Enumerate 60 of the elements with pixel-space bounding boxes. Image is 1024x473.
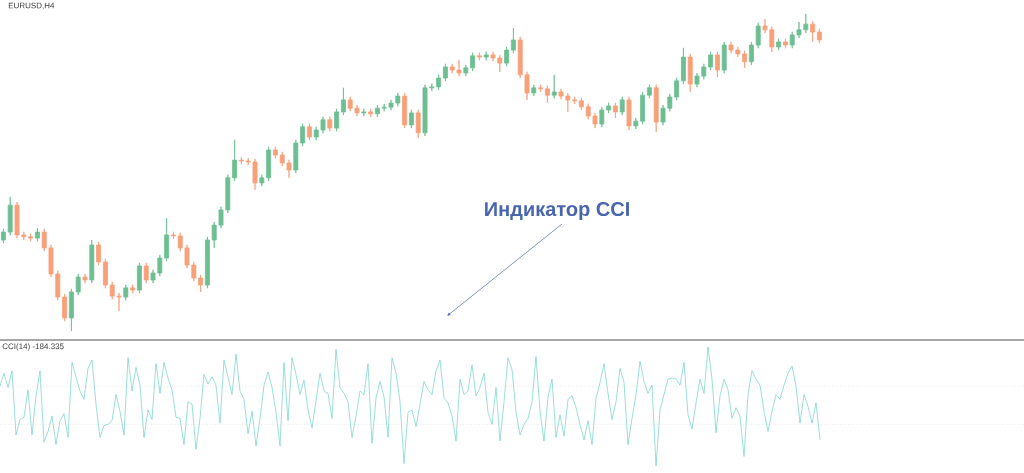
candlestick <box>619 96 625 116</box>
candlestick <box>0 228 6 244</box>
chart-title: CCI(14) -184.335 <box>2 343 64 351</box>
candlestick <box>368 108 374 118</box>
candlestick <box>653 84 659 133</box>
candlestick <box>334 108 340 132</box>
candlestick <box>238 156 244 165</box>
candlestick <box>266 146 272 182</box>
candlestick <box>136 262 142 294</box>
candlestick <box>470 52 476 72</box>
candlestick <box>442 63 448 82</box>
candlestick <box>463 64 469 77</box>
candlestick <box>96 241 102 266</box>
candlestick <box>327 116 333 132</box>
candlestick <box>714 51 720 78</box>
candlestick <box>782 38 788 49</box>
candlestick <box>483 51 489 61</box>
candlestick <box>680 47 686 85</box>
candlestick <box>551 74 557 99</box>
candlestick <box>361 108 367 117</box>
candlestick <box>374 104 380 118</box>
annotation: Индикатор CCI <box>485 201 629 221</box>
candlestick <box>776 38 782 51</box>
candlestick <box>75 273 81 296</box>
candlestick <box>402 92 408 129</box>
candlestick <box>408 109 414 129</box>
candlestick <box>816 28 822 44</box>
candlestick <box>34 227 40 242</box>
candlestick <box>810 20 816 43</box>
candlestick <box>510 27 516 54</box>
candlestick <box>68 288 74 332</box>
candlestick <box>102 258 108 289</box>
candlestick <box>646 84 652 99</box>
candlestick <box>538 84 544 93</box>
candlestick <box>340 87 346 116</box>
candlestick <box>755 22 761 49</box>
candlestick <box>748 41 754 66</box>
candlestick <box>130 284 136 294</box>
candlestick <box>306 123 312 141</box>
candlestick <box>544 85 550 104</box>
candlestick <box>259 174 265 187</box>
candlestick <box>82 273 88 284</box>
candlestick <box>272 146 278 159</box>
candlestick <box>204 236 210 289</box>
candlestick <box>504 46 510 67</box>
candlestick <box>476 52 482 61</box>
candlestick <box>7 196 13 236</box>
candlestick <box>721 41 727 74</box>
candlestick <box>143 262 149 284</box>
candlestick <box>170 231 176 240</box>
candlestick <box>89 239 95 284</box>
candlestick <box>531 84 537 97</box>
candlestick <box>578 97 584 111</box>
chart-title: EURUSD,H4 <box>8 2 55 10</box>
candlestick <box>232 139 238 182</box>
candlestick <box>415 109 421 139</box>
candlestick <box>123 284 129 301</box>
candlestick <box>612 102 618 119</box>
candlestick <box>626 96 632 131</box>
candlestick <box>687 53 693 93</box>
